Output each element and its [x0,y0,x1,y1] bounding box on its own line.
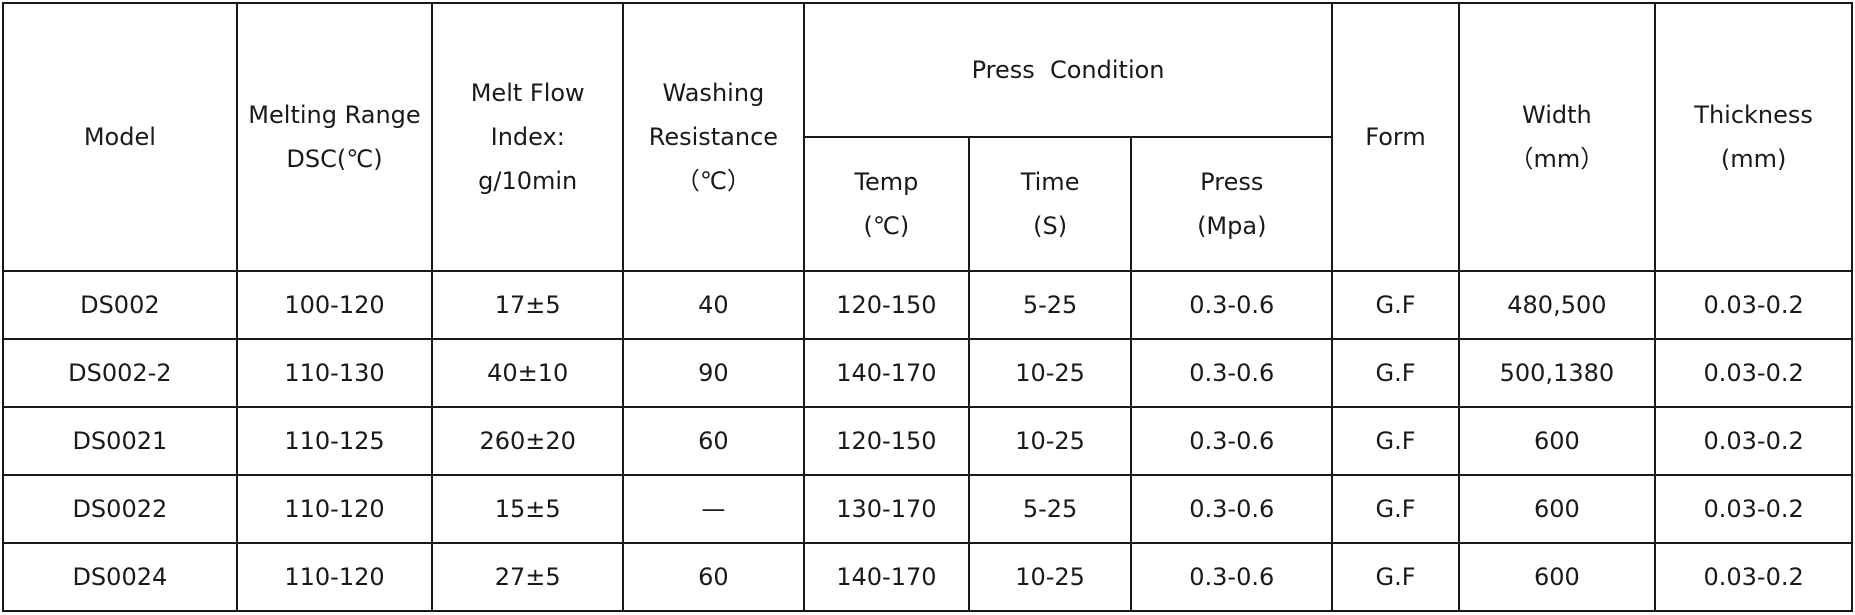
cell-press: 0.3-0.6 [1130,270,1334,340]
header-press-condition: Press Condition [802,2,1334,138]
cell-width: 600 [1457,474,1657,544]
table-row: DS002 100-120 17±5 40 120-150 5-25 0.3-0… [2,270,1853,340]
cell-washing-resistance: 40 [622,270,805,340]
cell-time: 5-25 [968,270,1133,340]
header-temp: Temp (℃) [802,136,971,272]
cell-form: G.F [1331,474,1460,544]
cell-model: DS002 [2,270,238,340]
cell-washing-resistance: 90 [622,338,805,408]
cell-model: DS0024 [2,542,238,612]
header-melt-flow-index: Melt Flow Index: g/10min [431,2,625,272]
cell-thickness: 0.03-0.2 [1654,542,1853,612]
cell-press: 0.3-0.6 [1130,406,1334,476]
cell-time: 10-25 [968,542,1133,612]
table-row: DS0024 110-120 27±5 60 140-170 10-25 0.3… [2,542,1853,612]
cell-melt-flow-index: 17±5 [431,270,625,340]
cell-model: DS002-2 [2,338,238,408]
header-melting-range: Melting Range DSC(℃) [235,2,434,272]
cell-form: G.F [1331,542,1460,612]
cell-melt-flow-index: 15±5 [431,474,625,544]
cell-time: 10-25 [968,406,1133,476]
cell-temp: 130-170 [802,474,971,544]
table-row: DS0021 110-125 260±20 60 120-150 10-25 0… [2,406,1853,476]
cell-width: 480,500 [1457,270,1657,340]
cell-thickness: 0.03-0.2 [1654,338,1853,408]
header-washing-resistance: Washing Resistance （℃） [622,2,805,272]
cell-washing-resistance: 60 [622,542,805,612]
cell-temp: 140-170 [802,542,971,612]
cell-washing-resistance: 60 [622,406,805,476]
cell-melt-flow-index: 260±20 [431,406,625,476]
table-row: DS002-2 110-130 40±10 90 140-170 10-25 0… [2,338,1853,408]
cell-width: 600 [1457,542,1657,612]
cell-melt-flow-index: 40±10 [431,338,625,408]
cell-melting-range: 110-120 [235,542,434,612]
cell-press: 0.3-0.6 [1130,474,1334,544]
cell-model: DS0021 [2,406,238,476]
table-row: DS0022 110-120 15±5 — 130-170 5-25 0.3-0… [2,474,1853,544]
cell-press: 0.3-0.6 [1130,542,1334,612]
cell-temp: 120-150 [802,270,971,340]
cell-temp: 120-150 [802,406,971,476]
header-row-sub: Temp (℃) Time (S) Press (Mpa) [3,136,1852,272]
cell-press: 0.3-0.6 [1130,338,1334,408]
header-form: Form [1331,2,1460,272]
cell-time: 5-25 [968,474,1133,544]
cell-melt-flow-index: 27±5 [431,542,625,612]
cell-thickness: 0.03-0.2 [1654,270,1853,340]
cell-form: G.F [1331,270,1460,340]
header-width: Width （mm） [1457,2,1657,272]
header-thickness: Thickness (mm) [1654,2,1853,272]
cell-melting-range: 100-120 [235,270,434,340]
cell-width: 500,1380 [1457,338,1657,408]
cell-melting-range: 110-125 [235,406,434,476]
cell-thickness: 0.03-0.2 [1654,406,1853,476]
cell-form: G.F [1331,406,1460,476]
cell-washing-resistance: — [622,474,805,544]
cell-melting-range: 110-120 [235,474,434,544]
cell-model: DS0022 [2,474,238,544]
header-press: Press (Mpa) [1130,136,1334,272]
cell-melting-range: 110-130 [235,338,434,408]
header-row-top: Model Melting Range DSC(℃) Melt Flow Ind… [2,2,1853,272]
cell-form: G.F [1331,338,1460,408]
cell-temp: 140-170 [802,338,971,408]
header-time: Time (S) [968,136,1133,272]
cell-time: 10-25 [968,338,1133,408]
header-model: Model [2,2,238,272]
cell-width: 600 [1457,406,1657,476]
cell-thickness: 0.03-0.2 [1654,474,1853,544]
